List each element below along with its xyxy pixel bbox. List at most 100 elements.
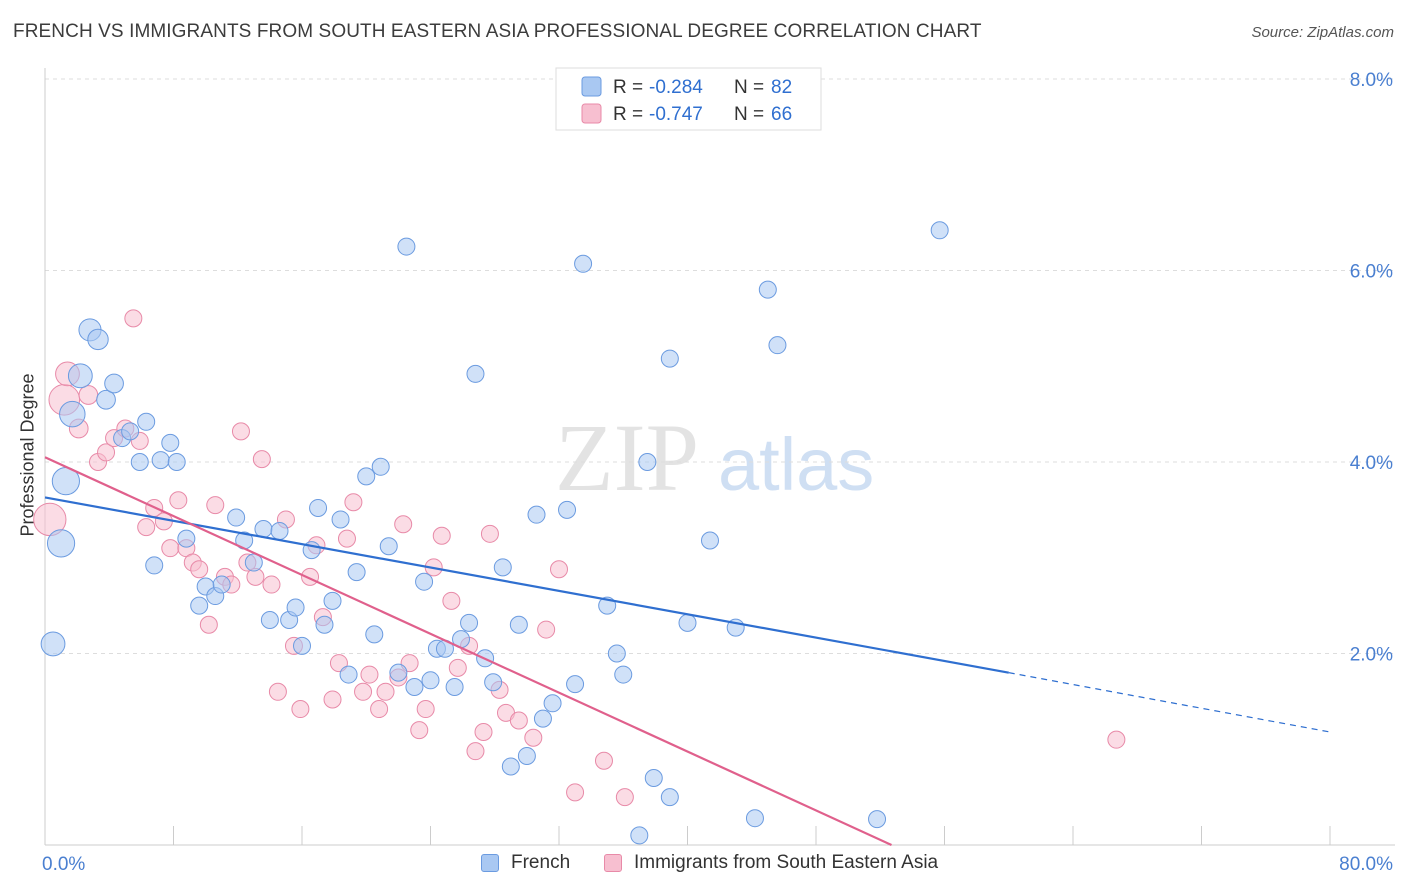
french-point-78: [768, 336, 787, 355]
sea-point-19: [199, 615, 218, 634]
sea-point-50: [442, 591, 461, 610]
french-trendline: [44, 496, 1009, 674]
french-point-69: [638, 453, 657, 471]
french-point-79: [868, 810, 887, 829]
legend-item-sea[interactable]: Immigrants from South Eastern Asia: [604, 852, 938, 874]
watermark: ZIP atlas: [555, 404, 874, 511]
french-point-36: [339, 665, 358, 684]
french-point-77: [758, 280, 777, 299]
watermark-atlas: atlas: [718, 423, 874, 506]
french-point-13: [145, 556, 164, 575]
sea-point-63: [594, 751, 613, 770]
tick-labels: 2.0% 4.0% 6.0% 8.0% 0.0% 80.0%: [42, 70, 1393, 875]
french-point-60: [533, 709, 552, 728]
french-point-46: [421, 671, 440, 690]
french-point-33: [315, 615, 334, 634]
sea-point-38: [344, 493, 363, 512]
french-point-51: [460, 613, 479, 632]
sea-points: [33, 309, 1126, 807]
sea-point-15: [169, 491, 188, 510]
sea-point-47: [416, 700, 435, 719]
sea-point-64: [615, 788, 634, 807]
legend-n-label-french: N =: [734, 77, 764, 98]
french-point-63: [566, 675, 585, 694]
sea-point-31: [291, 700, 310, 719]
sea-point-9: [124, 309, 143, 328]
french-point-8: [104, 373, 124, 394]
sea-point-20: [206, 496, 225, 515]
french-point-57: [509, 615, 528, 634]
sea-point-46: [410, 721, 429, 740]
sea-point-36: [329, 654, 348, 673]
sea-point-18: [190, 560, 209, 579]
sea-point-62: [566, 783, 585, 802]
french-point-54: [484, 673, 503, 692]
french-point-10: [121, 422, 140, 441]
sea-point-54: [474, 723, 493, 742]
french-point-6: [87, 328, 109, 351]
legend-n-value-french: 82: [771, 77, 792, 98]
french-point-11: [130, 453, 149, 471]
french-point-74: [700, 531, 719, 550]
french-point-0: [40, 631, 66, 657]
sea-point-23: [231, 422, 250, 441]
french-point-21: [212, 575, 231, 594]
source-label: Source: ZipAtlas.com: [1251, 24, 1394, 41]
french-point-1: [46, 529, 76, 558]
sea-point-58: [509, 711, 528, 730]
sea-point-27: [262, 575, 281, 594]
french-point-41: [379, 537, 398, 556]
sea-point-44: [394, 515, 413, 534]
sea-point-65: [1107, 730, 1126, 749]
french-point-39: [365, 625, 384, 644]
y-tick-label-1: 4.0%: [1350, 453, 1393, 474]
y-tick-label-2: 6.0%: [1350, 262, 1393, 283]
sea-trendline: [44, 456, 892, 847]
legend-r-value-sea: -0.747: [649, 104, 703, 125]
french-point-40: [371, 457, 390, 476]
sea-point-61: [550, 560, 568, 579]
watermark-zip: ZIP: [555, 404, 699, 511]
sea-point-35: [323, 690, 342, 709]
sea-point-28: [268, 682, 287, 701]
french-point-71: [660, 788, 679, 807]
sea-point-49: [432, 526, 451, 545]
sea-point-6: [97, 443, 116, 462]
sea-point-42: [376, 682, 395, 701]
sea-swatch: [604, 854, 622, 872]
sea-point-53: [466, 742, 485, 761]
french-point-49: [445, 678, 464, 697]
french-point-67: [614, 665, 633, 684]
french-point-4: [67, 363, 93, 389]
french-point-72: [660, 349, 679, 368]
french-point-32: [309, 498, 328, 517]
legend-sea-swatch: [581, 103, 602, 124]
french-point-80: [930, 221, 949, 240]
french-point-68: [630, 826, 649, 845]
french-point-64: [574, 254, 593, 273]
legend-item-french[interactable]: French: [481, 852, 570, 874]
sea-point-60: [537, 620, 556, 639]
french-point-17: [177, 529, 196, 548]
french-point-59: [527, 505, 546, 524]
french-point-12: [137, 412, 156, 431]
french-point-29: [286, 598, 305, 617]
trendlines: [44, 456, 1331, 847]
sea-point-55: [480, 524, 499, 543]
french-point-27: [270, 521, 289, 540]
french-point-14: [151, 451, 170, 470]
x-tick-label-1: 80.0%: [1339, 854, 1393, 875]
legend-r-label-sea: R =: [613, 104, 643, 125]
french-point-42: [389, 663, 408, 682]
series-legend: French Immigrants from South Eastern Asi…: [0, 852, 1406, 878]
y-tick-label-0: 2.0%: [1350, 645, 1393, 666]
french-point-18: [190, 596, 209, 615]
french-point-34: [323, 591, 342, 610]
french-point-73: [678, 613, 697, 632]
french-point-30: [293, 636, 311, 655]
sea-point-51: [448, 658, 467, 677]
french-point-22: [227, 508, 246, 527]
legend-r-label-french: R =: [613, 77, 643, 98]
french-point-76: [745, 809, 764, 828]
french-point-43: [397, 237, 416, 256]
